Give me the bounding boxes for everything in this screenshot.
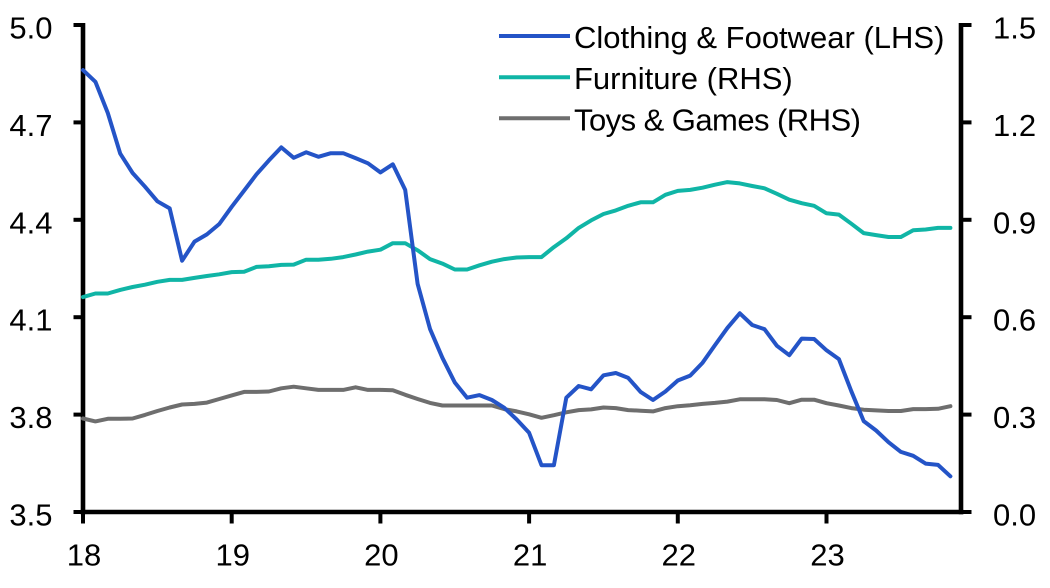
- svg-text:Clothing & Footwear (LHS): Clothing & Footwear (LHS): [574, 20, 944, 55]
- svg-text:19: 19: [215, 538, 249, 573]
- svg-text:20: 20: [364, 538, 398, 573]
- svg-text:22: 22: [662, 538, 696, 573]
- svg-text:1.5: 1.5: [993, 11, 1036, 46]
- svg-text:4.1: 4.1: [9, 303, 52, 338]
- svg-text:21: 21: [513, 538, 547, 573]
- svg-text:0.9: 0.9: [993, 205, 1036, 240]
- svg-text:23: 23: [810, 538, 844, 573]
- svg-text:3.5: 3.5: [9, 498, 52, 533]
- svg-text:18: 18: [67, 538, 101, 573]
- svg-text:4.4: 4.4: [9, 205, 52, 240]
- svg-text:3.8: 3.8: [9, 400, 52, 435]
- svg-text:0.0: 0.0: [993, 498, 1036, 533]
- svg-text:1.2: 1.2: [993, 108, 1036, 143]
- svg-text:0.6: 0.6: [993, 303, 1036, 338]
- svg-text:Furniture (RHS): Furniture (RHS): [574, 61, 793, 96]
- svg-text:0.3: 0.3: [993, 400, 1036, 435]
- svg-text:5.0: 5.0: [9, 11, 52, 46]
- svg-text:4.7: 4.7: [9, 108, 52, 143]
- svg-text:Toys & Games (RHS): Toys & Games (RHS): [574, 102, 860, 137]
